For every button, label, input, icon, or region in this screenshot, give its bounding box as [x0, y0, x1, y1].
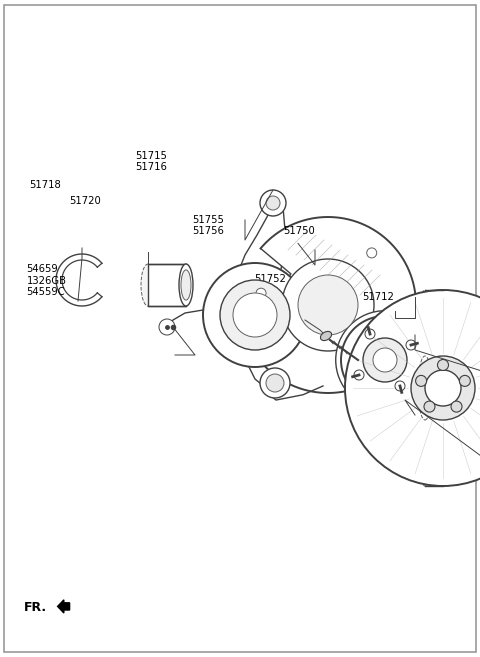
Ellipse shape [321, 331, 332, 340]
Circle shape [459, 375, 470, 386]
Ellipse shape [418, 356, 432, 420]
Circle shape [256, 288, 266, 298]
Circle shape [266, 374, 284, 392]
Circle shape [256, 312, 266, 322]
Circle shape [203, 263, 307, 367]
Circle shape [341, 316, 429, 404]
Ellipse shape [181, 270, 191, 300]
Circle shape [159, 319, 175, 335]
Circle shape [367, 352, 377, 362]
Circle shape [220, 280, 290, 350]
Circle shape [411, 356, 475, 420]
Ellipse shape [179, 264, 193, 306]
Circle shape [345, 290, 480, 486]
Ellipse shape [141, 264, 155, 306]
Circle shape [451, 401, 462, 412]
Circle shape [354, 370, 364, 380]
Circle shape [416, 375, 427, 386]
Circle shape [233, 293, 277, 337]
Ellipse shape [414, 290, 436, 486]
Circle shape [336, 311, 434, 409]
Circle shape [395, 381, 405, 391]
Circle shape [437, 359, 448, 371]
FancyBboxPatch shape [148, 264, 186, 306]
Circle shape [282, 259, 374, 351]
Circle shape [424, 401, 435, 412]
Circle shape [406, 340, 416, 350]
Circle shape [363, 338, 407, 382]
Circle shape [425, 370, 461, 406]
Circle shape [298, 275, 358, 335]
Circle shape [365, 329, 375, 339]
Circle shape [373, 348, 397, 372]
Circle shape [266, 196, 280, 210]
Circle shape [260, 368, 290, 398]
Circle shape [260, 190, 286, 216]
Circle shape [367, 248, 377, 258]
Wedge shape [261, 217, 416, 393]
